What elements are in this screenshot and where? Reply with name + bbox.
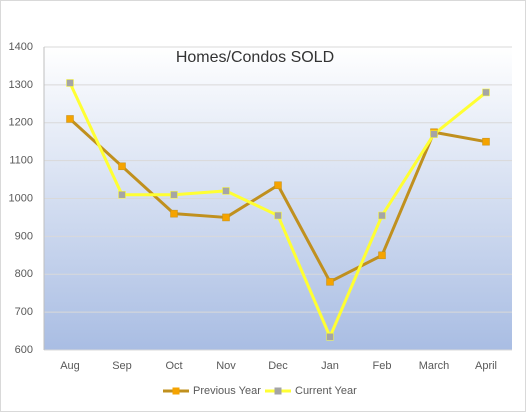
y-tick-label: 800: [15, 268, 33, 280]
x-tick-label: Nov: [216, 360, 236, 372]
marker: [326, 332, 334, 341]
y-tick-label: 1300: [9, 79, 33, 91]
marker: [170, 209, 178, 218]
y-tick-label: 1200: [9, 117, 33, 129]
x-tick-label: Jan: [321, 360, 339, 372]
marker: [222, 187, 230, 195]
marker: [274, 211, 282, 220]
x-tick-label: Aug: [60, 360, 80, 372]
y-tick-label: 1000: [9, 192, 33, 204]
y-tick-label: 1400: [9, 41, 33, 53]
marker: [430, 130, 438, 138]
marker: [66, 79, 74, 87]
chart-title: Homes/Condos SOLD: [176, 49, 334, 66]
legend-label: Current Year: [295, 385, 357, 397]
marker: [274, 181, 282, 189]
x-tick-label: March: [419, 360, 450, 372]
marker: [118, 162, 126, 171]
y-tick-label: 700: [15, 306, 33, 318]
legend-label: Previous Year: [193, 385, 261, 397]
marker: [66, 115, 74, 123]
y-tick-label: 900: [15, 230, 33, 242]
legend-marker: [172, 387, 180, 395]
marker: [170, 190, 178, 199]
y-tick-label: 600: [15, 344, 33, 356]
x-tick-label: April: [475, 360, 497, 372]
marker: [118, 190, 126, 199]
x-tick-label: Dec: [268, 360, 288, 372]
x-tick-label: Sep: [112, 360, 132, 372]
marker: [222, 213, 230, 222]
marker: [482, 137, 490, 146]
marker: [482, 88, 490, 97]
y-tick-label: 1100: [9, 155, 33, 167]
x-tick-label: Feb: [373, 360, 392, 372]
marker: [378, 251, 386, 260]
legend-marker: [274, 387, 282, 395]
x-tick-label: Oct: [165, 360, 182, 372]
marker: [326, 278, 334, 286]
marker: [378, 211, 386, 220]
